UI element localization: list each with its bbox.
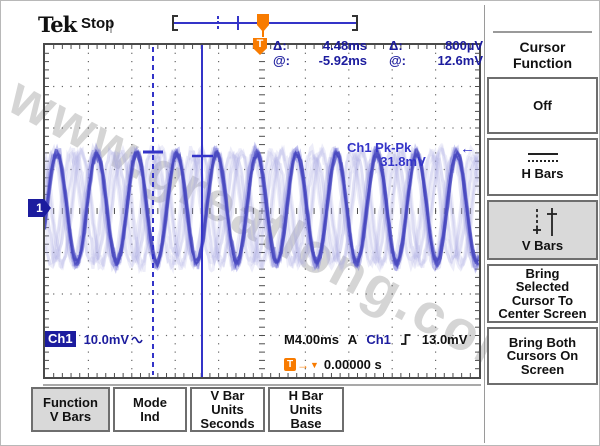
at-volt-label: @: xyxy=(389,53,407,68)
rising-edge-icon xyxy=(400,334,411,345)
channel-scale-readout: Ch1 10.0mV xyxy=(45,331,146,347)
channel1-ground-marker: 1 xyxy=(28,199,51,217)
at-time-label: @: xyxy=(273,53,291,68)
window-left-bracket xyxy=(172,15,178,31)
v-bars-icon xyxy=(532,208,557,237)
pkpk-label: Ch1 Pk-Pk xyxy=(347,140,412,155)
bottom-menu: Function V Bars Mode Ind V Bar Units Sec… xyxy=(31,387,344,432)
function-vbars-button[interactable]: Function V Bars xyxy=(31,387,110,432)
trigger-source: Ch1 xyxy=(366,332,391,347)
bring-selected-cursor-button[interactable]: Bring Selected Cursor To Center Screen xyxy=(487,264,598,323)
channel1-scale: 10.0mV xyxy=(83,331,130,347)
delta-volt-label: Δ: xyxy=(389,38,403,53)
trigger-level: 13.0mV xyxy=(421,332,468,347)
h-bars-button[interactable]: H Bars xyxy=(487,138,598,196)
delta-time-value: 4.48ms xyxy=(322,38,367,53)
menu-title: Cursor Function xyxy=(487,31,598,71)
bring-both-cursors-button[interactable]: Bring Both Cursors On Screen xyxy=(487,327,598,385)
marker-down-icon: ▼ xyxy=(310,359,319,370)
at-volt-value: 12.6mV xyxy=(437,53,483,68)
selected-cursor-arrow-icon: ← xyxy=(460,140,475,157)
trigger-position-marker xyxy=(257,14,269,37)
h-bars-icon xyxy=(527,153,558,163)
vbar-units-button[interactable]: V Bar Units Seconds xyxy=(190,387,265,432)
at-time-value: -5.92ms xyxy=(318,53,367,68)
pkpk-value: 31.8mV xyxy=(380,154,426,169)
menu-divider xyxy=(484,5,485,443)
hbar-units-button[interactable]: H Bar Units Base xyxy=(268,387,344,432)
waveform-display xyxy=(45,45,479,377)
ac-coupling-icon xyxy=(131,336,143,344)
tek-logo: Tek xyxy=(38,12,77,37)
acquisition-status: Stop xyxy=(81,15,115,32)
trigger-position-readout: T → ▼ 0.00000 s xyxy=(284,357,382,372)
delta-volt-value: 800µV xyxy=(445,38,483,53)
trigger-flag-icon: T xyxy=(253,38,267,55)
arrow-right-icon: → xyxy=(297,357,309,372)
cursor-readout: T Δ: 4.48ms Δ: 800µV @: -5.92ms @: 12.6m… xyxy=(253,38,483,68)
acquisition-mode: A xyxy=(347,332,358,347)
v-bars-button[interactable]: V Bars xyxy=(487,200,598,260)
cursor-delta-row: Δ: 4.48ms Δ: 800µV xyxy=(273,38,483,53)
timebase-value: M4.00ms xyxy=(284,332,339,347)
trigger-t-icon: T xyxy=(284,358,296,371)
cursor-off-button[interactable]: Off xyxy=(487,77,598,134)
mode-ind-button[interactable]: Mode Ind xyxy=(113,387,187,432)
cursor-at-row: @: -5.92ms @: 12.6mV xyxy=(273,53,483,68)
delta-time-label: Δ: xyxy=(273,38,287,53)
record-position-bar xyxy=(110,14,358,37)
side-menu: Cursor Function Off H Bars V Bars Bring … xyxy=(487,31,598,389)
trigger-position-value: 0.00000 s xyxy=(323,357,382,372)
window-right-bracket xyxy=(352,15,358,31)
pkpk-measurement: Ch1 Pk-Pk 31.8mV xyxy=(347,141,459,169)
screen-bottom-shadow xyxy=(43,384,481,386)
channel1-badge: Ch1 xyxy=(45,331,76,347)
trigger-readout: M4.00ms A Ch1 13.0mV xyxy=(284,332,467,347)
